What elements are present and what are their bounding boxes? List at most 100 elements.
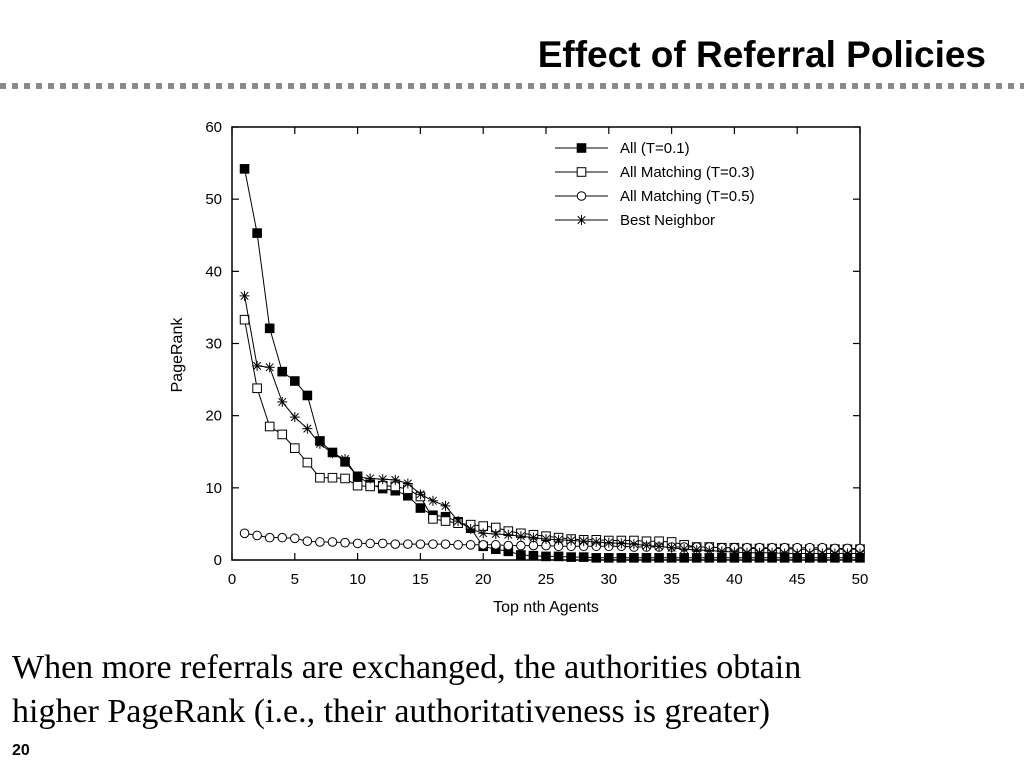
asterisk-stroke bbox=[577, 215, 586, 225]
data-point bbox=[516, 540, 526, 551]
x-tick-label: 40 bbox=[726, 571, 743, 588]
data-point bbox=[528, 550, 539, 561]
asterisk-stroke bbox=[529, 533, 538, 542]
series-1 bbox=[239, 164, 865, 563]
data-point bbox=[390, 539, 401, 549]
data-point bbox=[729, 547, 740, 558]
data-point bbox=[553, 551, 564, 562]
asterisk-stroke bbox=[642, 541, 651, 550]
data-point bbox=[591, 553, 602, 563]
caption-line-2: higher PageRank (i.e., their authoritati… bbox=[12, 693, 771, 730]
data-point bbox=[842, 548, 853, 559]
asterisk-stroke bbox=[403, 479, 412, 488]
data-point bbox=[767, 547, 778, 558]
data-point bbox=[641, 540, 652, 551]
data-point bbox=[415, 489, 426, 500]
data-point bbox=[264, 323, 275, 334]
asterisk-stroke bbox=[617, 539, 626, 548]
series-line bbox=[244, 295, 860, 554]
data-point bbox=[566, 552, 576, 562]
data-point bbox=[576, 215, 587, 225]
data-point bbox=[239, 164, 250, 174]
data-point bbox=[679, 553, 689, 563]
asterisk-stroke bbox=[855, 549, 865, 558]
y-tick-label: 20 bbox=[205, 408, 222, 425]
data-point bbox=[315, 472, 325, 483]
data-point bbox=[365, 473, 376, 484]
data-point bbox=[576, 191, 587, 201]
plot-border bbox=[231, 126, 861, 561]
asterisk-stroke bbox=[416, 490, 425, 499]
asterisk-stroke bbox=[265, 363, 274, 372]
asterisk-stroke bbox=[391, 475, 400, 484]
data-point bbox=[704, 545, 715, 556]
data-point bbox=[402, 478, 413, 489]
data-point bbox=[804, 548, 815, 559]
page-number: 20 bbox=[12, 742, 30, 759]
data-point bbox=[239, 528, 250, 539]
data-point bbox=[792, 548, 803, 559]
slide-title: Effect of Referral Policies bbox=[537, 34, 986, 75]
x-tick-label: 50 bbox=[852, 571, 869, 588]
x-tick-label: 35 bbox=[663, 571, 680, 588]
data-point bbox=[516, 550, 526, 560]
data-point bbox=[352, 472, 363, 483]
legend-label: Best Neighbor bbox=[620, 212, 715, 229]
series-3 bbox=[239, 528, 865, 554]
data-point bbox=[604, 553, 614, 563]
asterisk-stroke bbox=[328, 449, 337, 458]
data-point bbox=[264, 532, 275, 543]
data-point bbox=[428, 539, 438, 549]
data-point bbox=[290, 533, 300, 544]
asterisk-stroke bbox=[592, 537, 601, 547]
asterisk-stroke bbox=[340, 454, 350, 464]
data-point bbox=[277, 366, 288, 377]
data-point bbox=[314, 438, 325, 449]
x-tick-label: 25 bbox=[538, 571, 555, 588]
x-tick-label: 10 bbox=[349, 571, 366, 588]
data-point bbox=[415, 503, 426, 513]
y-tick-label: 10 bbox=[205, 480, 222, 497]
data-point bbox=[352, 538, 363, 549]
data-point bbox=[490, 529, 501, 540]
asterisk-stroke bbox=[692, 545, 701, 555]
asterisk-stroke bbox=[680, 545, 689, 554]
x-tick-label: 20 bbox=[475, 571, 492, 588]
data-point bbox=[629, 553, 639, 563]
data-point bbox=[428, 514, 438, 524]
asterisk-stroke bbox=[453, 516, 463, 526]
asterisk-stroke bbox=[705, 546, 714, 555]
asterisk-stroke bbox=[479, 529, 488, 538]
data-point bbox=[779, 548, 790, 559]
legend-entry-2: All Matching (T=0.3) bbox=[555, 164, 755, 181]
asterisk-stroke bbox=[767, 548, 777, 557]
y-tick-label: 0 bbox=[214, 552, 222, 569]
asterisk-stroke bbox=[793, 549, 802, 558]
data-point bbox=[440, 539, 451, 549]
data-point bbox=[415, 539, 426, 549]
asterisk-stroke bbox=[303, 424, 312, 433]
data-point bbox=[440, 500, 451, 511]
asterisk-stroke bbox=[742, 548, 752, 557]
data-point bbox=[515, 531, 526, 542]
asterisk-stroke bbox=[366, 474, 375, 483]
x-tick-label: 5 bbox=[291, 571, 299, 588]
data-point bbox=[239, 290, 250, 301]
data-point bbox=[654, 553, 664, 563]
asterisk-stroke bbox=[428, 496, 438, 505]
asterisk-stroke bbox=[730, 547, 739, 557]
data-point bbox=[340, 453, 351, 464]
data-point bbox=[578, 536, 589, 547]
data-point bbox=[390, 474, 401, 485]
dotted-divider bbox=[0, 83, 1024, 89]
asterisk-stroke bbox=[579, 537, 588, 546]
y-axis-label: PageRank bbox=[169, 317, 186, 393]
data-point bbox=[616, 538, 627, 549]
asterisk-stroke bbox=[378, 475, 387, 484]
data-point bbox=[290, 443, 300, 453]
data-point bbox=[327, 448, 338, 459]
y-tick-label: 30 bbox=[205, 336, 222, 353]
data-point bbox=[290, 376, 300, 386]
legend-label: All Matching (T=0.5) bbox=[620, 188, 755, 205]
data-point bbox=[277, 532, 288, 543]
